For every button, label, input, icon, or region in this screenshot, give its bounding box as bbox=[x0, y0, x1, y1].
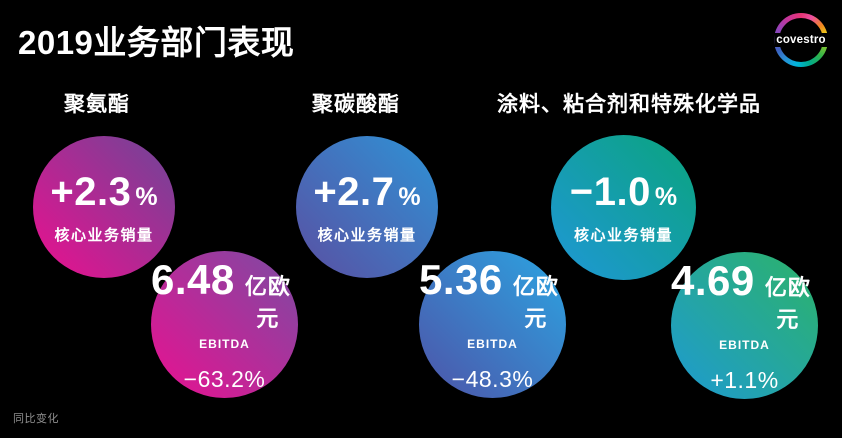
sales-change-value: +2.7 bbox=[313, 169, 395, 214]
ebitda-label: EBITDA bbox=[199, 337, 250, 351]
sales-change-value: −1.0 bbox=[569, 170, 651, 214]
segment-header-polyurethanes: 聚氨酯 bbox=[64, 93, 130, 116]
logo-wordmark: covestro bbox=[774, 33, 828, 47]
segment-header-polycarbonates: 聚碳酸酯 bbox=[312, 93, 400, 116]
ebitda-value-row: 4.69 亿欧元 bbox=[671, 257, 818, 334]
percent-sign: % bbox=[398, 182, 421, 211]
ebitda-change-value: −63.2% bbox=[183, 366, 266, 392]
ebitda-value: 4.69 bbox=[671, 257, 755, 304]
sales-change-value: +2.3 bbox=[50, 169, 132, 214]
percent-sign: % bbox=[654, 183, 678, 211]
ebitda-value-row: 5.36 亿欧元 bbox=[419, 256, 566, 333]
percent-sign: % bbox=[135, 182, 158, 211]
ebitda-value: 6.48 bbox=[151, 256, 235, 303]
segment-3-ebitda-circle: 4.69 亿欧元 EBITDA +1.1% bbox=[671, 252, 818, 399]
ebitda-value: 5.36 bbox=[419, 256, 503, 303]
ebitda-unit: 亿欧元 bbox=[764, 275, 811, 332]
ebitda-label: EBITDA bbox=[467, 337, 518, 351]
sales-volume-label: 核心业务销量 bbox=[317, 226, 417, 244]
covestro-logo: covestro bbox=[774, 13, 828, 67]
sales-change-row: +2.7 % bbox=[313, 170, 420, 215]
ebitda-unit: 亿欧元 bbox=[244, 274, 291, 331]
ebitda-change-value: −48.3% bbox=[451, 366, 534, 392]
segment-1-sales-circle: +2.3 % 核心业务销量 bbox=[33, 136, 175, 278]
sales-volume-label: 核心业务销量 bbox=[54, 226, 154, 244]
sales-volume-label: 核心业务销量 bbox=[573, 227, 673, 244]
segment-header-coatings: 涂料、粘合剂和特殊化学品 bbox=[497, 93, 761, 116]
sales-change-row: +2.3 % bbox=[50, 170, 157, 215]
ebitda-change-value: +1.1% bbox=[710, 367, 779, 393]
ebitda-value-row: 6.48 亿欧元 bbox=[151, 256, 298, 333]
ebitda-unit: 亿欧元 bbox=[512, 274, 559, 331]
ebitda-label: EBITDA bbox=[719, 338, 770, 352]
segment-2-sales-circle: +2.7 % 核心业务销量 bbox=[296, 136, 438, 278]
segment-3-sales-circle: −1.0 % 核心业务销量 bbox=[551, 135, 696, 280]
sales-change-row: −1.0 % bbox=[570, 170, 677, 215]
segment-2-ebitda-circle: 5.36 亿欧元 EBITDA −48.3% bbox=[419, 251, 566, 398]
page-title: 2019业务部门表现 bbox=[18, 24, 295, 61]
segment-1-ebitda-circle: 6.48 亿欧元 EBITDA −63.2% bbox=[151, 251, 298, 398]
yoy-change-footnote: 同比变化 bbox=[13, 413, 59, 425]
